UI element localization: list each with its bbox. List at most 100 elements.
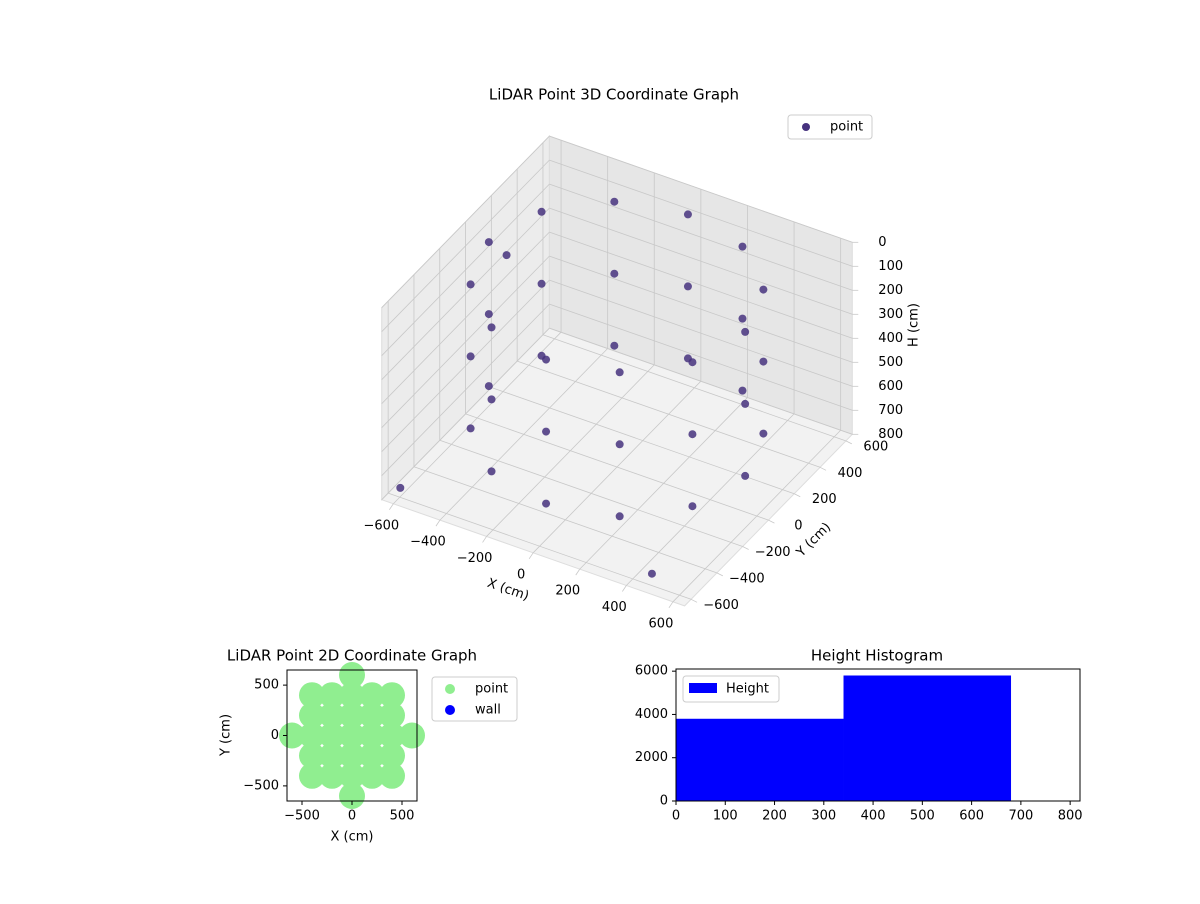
point	[484, 238, 493, 247]
point	[339, 722, 365, 749]
tick-mark	[690, 598, 698, 603]
x-tick-label: −400	[410, 535, 446, 550]
point	[610, 197, 619, 206]
point	[359, 682, 385, 709]
grid-line	[381, 183, 550, 356]
x-tick-label: 500	[390, 809, 415, 824]
point	[359, 722, 385, 749]
x-tick-label: 0	[348, 809, 356, 824]
grid-line	[413, 466, 717, 574]
y-tick-label: 600	[863, 439, 888, 454]
point	[359, 742, 385, 769]
grid-line	[549, 159, 853, 267]
x-tick-label: 200	[762, 809, 787, 824]
point	[339, 702, 365, 729]
z-tick-label: 500	[878, 355, 903, 370]
z-tick-label: 0	[878, 235, 886, 250]
point	[396, 483, 405, 492]
x-tick-label: 700	[1008, 809, 1033, 824]
point	[319, 722, 345, 749]
bar	[843, 675, 1012, 801]
grid-line	[388, 492, 692, 600]
x-tick-label: 100	[713, 809, 738, 824]
point	[339, 762, 365, 789]
y-tick-label: 0	[794, 519, 802, 534]
point	[487, 467, 496, 476]
point	[379, 742, 405, 769]
point	[379, 722, 405, 749]
point	[741, 399, 750, 408]
point	[615, 512, 624, 521]
legend-marker	[445, 684, 455, 694]
x-tick-label: 300	[811, 809, 836, 824]
y-tick-label: 2000	[635, 750, 668, 765]
y-tick-label: 0	[660, 794, 668, 809]
legend-box	[682, 675, 780, 703]
z-tick-label: 300	[878, 307, 903, 322]
point	[738, 242, 747, 251]
point	[299, 762, 325, 789]
x-tick-label: 800	[1058, 809, 1083, 824]
point	[610, 341, 619, 350]
tick-mark	[845, 440, 853, 445]
x-tick-label: 500	[910, 809, 935, 824]
y-tick-label: 0	[271, 728, 279, 743]
x-tick-label: 0	[672, 809, 680, 824]
tick-mark	[716, 572, 724, 577]
point	[683, 210, 692, 219]
point	[339, 782, 365, 809]
x-tick-label: 400	[861, 809, 886, 824]
point	[487, 323, 496, 332]
grid-line	[549, 207, 853, 315]
bar	[676, 718, 844, 801]
point	[688, 430, 697, 439]
x-tick-label: 600	[959, 809, 984, 824]
point	[615, 368, 624, 377]
grid-line	[549, 183, 853, 291]
tick-mark	[575, 568, 581, 576]
grid-line	[549, 303, 853, 411]
point	[759, 357, 768, 366]
y-tick-label: −600	[703, 598, 739, 613]
chart-title: LiDAR Point 3D Coordinate Graph	[489, 86, 739, 104]
point	[339, 742, 365, 769]
grid-line	[381, 207, 550, 380]
point	[741, 471, 750, 480]
z-axis-label: H (cm)	[907, 303, 922, 347]
chart-title: LiDAR Point 2D Coordinate Graph	[227, 647, 477, 665]
point	[484, 382, 493, 391]
tick-mark	[435, 519, 441, 527]
point	[688, 502, 697, 511]
point	[339, 682, 365, 709]
point	[319, 742, 345, 769]
point	[319, 682, 345, 709]
tick-mark	[482, 536, 487, 543]
tick-mark	[819, 466, 827, 471]
x-axis-label: X (cm)	[331, 830, 374, 845]
grid-line	[381, 279, 550, 452]
point	[279, 722, 305, 749]
z-tick-label: 600	[878, 379, 903, 394]
grid-line	[381, 327, 550, 500]
point	[537, 351, 546, 360]
x-tick-label: 600	[649, 616, 674, 631]
point	[339, 662, 365, 689]
point	[537, 279, 546, 288]
legend-label: wall	[475, 703, 501, 718]
axes-frame	[675, 668, 1081, 802]
grid-line	[549, 231, 853, 339]
legend-label: point	[830, 120, 863, 135]
grid-line	[549, 255, 853, 363]
point	[542, 427, 551, 436]
point	[319, 762, 345, 789]
point	[359, 762, 385, 789]
grid-line	[542, 334, 846, 442]
y-tick-label: −200	[755, 545, 791, 560]
tick-mark	[768, 519, 775, 524]
y-tick-label: 4000	[635, 707, 668, 722]
z-tick-label: 700	[878, 403, 903, 418]
point	[683, 354, 692, 363]
grid-line	[549, 327, 853, 435]
tick-mark	[389, 503, 394, 511]
